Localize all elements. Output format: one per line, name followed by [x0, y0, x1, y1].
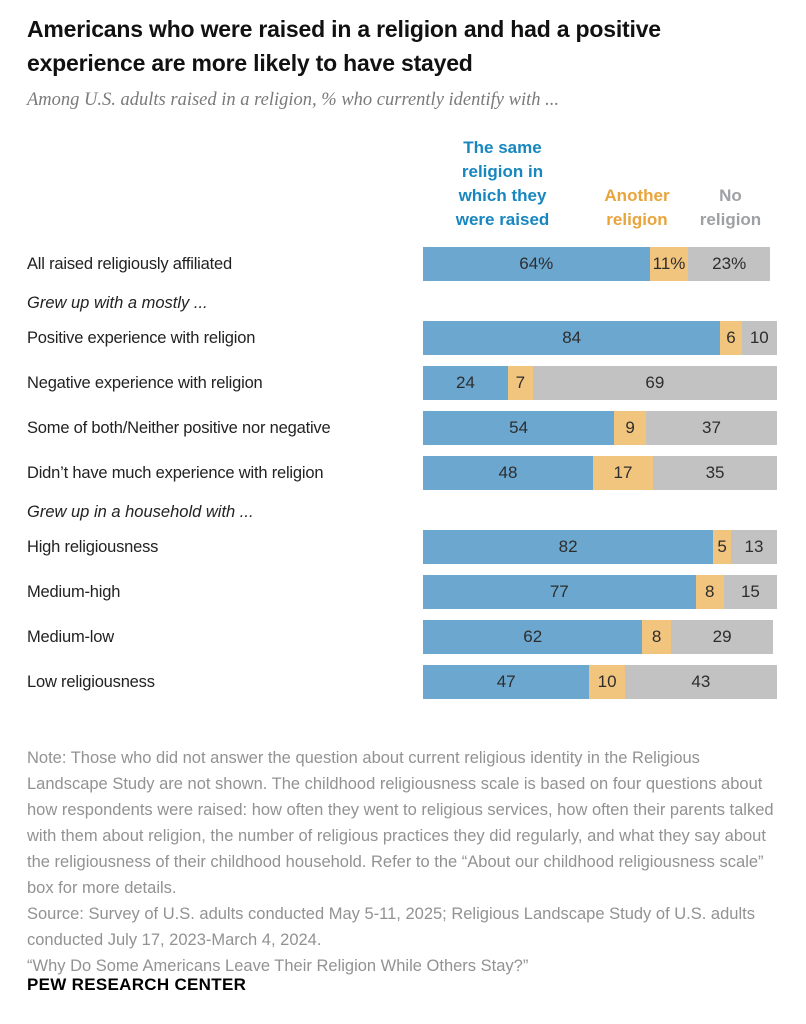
bar-row: Some of both/Neither positive nor negati…: [27, 411, 777, 445]
bar-segment-same-religion: 64%: [423, 247, 650, 281]
bar-segment-same-religion: 48: [423, 456, 593, 490]
bar-segment-same-religion: 77: [423, 575, 696, 609]
bar-track: 77 8 15: [423, 575, 777, 609]
bar-track: 24 7 69: [423, 366, 777, 400]
section-header: Grew up with a mostly ...: [27, 294, 208, 312]
bar-row: Negative experience with religion 24 7 69: [27, 366, 777, 400]
bar-segment-another-religion: 6: [720, 321, 742, 355]
bar-segment-same-religion: 84: [423, 321, 721, 355]
section-header: Grew up in a household with ...: [27, 503, 254, 521]
bar-row: Medium-low 62 8 29: [27, 620, 777, 654]
bar-segment-no-religion: 23%: [688, 247, 770, 281]
bar-segment-another-religion: 17: [592, 456, 654, 490]
bar-segment-no-religion: 13: [730, 530, 777, 564]
row-label: All raised religiously affiliated: [27, 254, 232, 273]
bar-track: 62 8 29: [423, 620, 777, 654]
row-label: Medium-high: [27, 582, 121, 601]
bar-segment-another-religion: 7: [507, 366, 533, 400]
bar-row: Low religiousness 47 10 43: [27, 665, 777, 699]
legend-item-another-religion: Another religion: [604, 186, 670, 229]
note-text: Note: Those who did not answer the quest…: [27, 749, 774, 897]
bar-segment-same-religion: 47: [423, 665, 590, 699]
row-label: Medium-low: [27, 627, 114, 646]
bar-row: High religiousness 82 5 13: [27, 530, 777, 564]
bar-segment-no-religion: 15: [723, 575, 777, 609]
legend-item-no-religion: No religion: [699, 186, 762, 229]
pew-research-center-wordmark: PEW RESEARCH CENTER: [27, 975, 247, 994]
row-label: Didn’t have much experience with religio…: [27, 463, 324, 482]
bar-track: 82 5 13: [423, 530, 777, 564]
bar-segment-another-religion: 11%: [649, 247, 689, 281]
bar-segment-same-religion: 62: [423, 620, 643, 654]
source-text: Source: Survey of U.S. adults conducted …: [27, 905, 755, 949]
bar-segment-no-religion: 37: [646, 411, 777, 445]
bar-segment-another-religion: 10: [589, 665, 625, 699]
bar-track: 48 17 35: [423, 456, 777, 490]
row-label: Positive experience with religion: [27, 328, 256, 347]
stacked-bar-chart: All raised religiously affiliated 64% 11% 2…: [27, 247, 777, 710]
bar-segment-no-religion: 35: [653, 456, 777, 490]
bar-track: 84 6 10: [423, 321, 777, 355]
bar-segment-another-religion: 8: [695, 575, 724, 609]
bar-segment-another-religion: 8: [642, 620, 671, 654]
bar-track: 64% 11% 23%: [423, 247, 777, 281]
bar-row: Medium-high 77 8 15: [27, 575, 777, 609]
bar-segment-no-religion: 69: [532, 366, 777, 400]
legend-item-same-religion: The same religion in which they were rai…: [455, 138, 550, 229]
report-title-text: “Why Do Some Americans Leave Their Relig…: [27, 957, 529, 975]
bar-track: 54 9 37: [423, 411, 777, 445]
bar-row: All raised religiously affiliated 64% 11% 2…: [27, 247, 777, 281]
row-label: High religiousness: [27, 537, 159, 556]
bar-segment-no-religion: 10: [741, 321, 777, 355]
row-label: Low religiousness: [27, 672, 155, 691]
row-label: Negative experience with religion: [27, 373, 263, 392]
page-title: Americans who were raised in a religion …: [27, 16, 661, 76]
bar-segment-another-religion: 9: [614, 411, 647, 445]
chart-subtitle: Among U.S. adults raised in a religion, …: [27, 90, 560, 110]
bar-segment-same-religion: 24: [423, 366, 508, 400]
bar-segment-another-religion: 5: [713, 530, 731, 564]
bar-row: Didn’t have much experience with religio…: [27, 456, 777, 490]
row-label: Some of both/Neither positive nor negati…: [27, 418, 331, 437]
bar-track: 47 10 43: [423, 665, 777, 699]
bar-segment-no-religion: 29: [670, 620, 774, 654]
legend: The same religion in which they were rai…: [0, 130, 806, 234]
bar-row: Positive experience with religion 84 6 10: [27, 321, 777, 355]
footnotes: Note: Those who did not answer the quest…: [27, 745, 783, 979]
bar-segment-same-religion: 82: [423, 530, 714, 564]
bar-segment-same-religion: 54: [423, 411, 615, 445]
bar-segment-no-religion: 43: [624, 665, 777, 699]
